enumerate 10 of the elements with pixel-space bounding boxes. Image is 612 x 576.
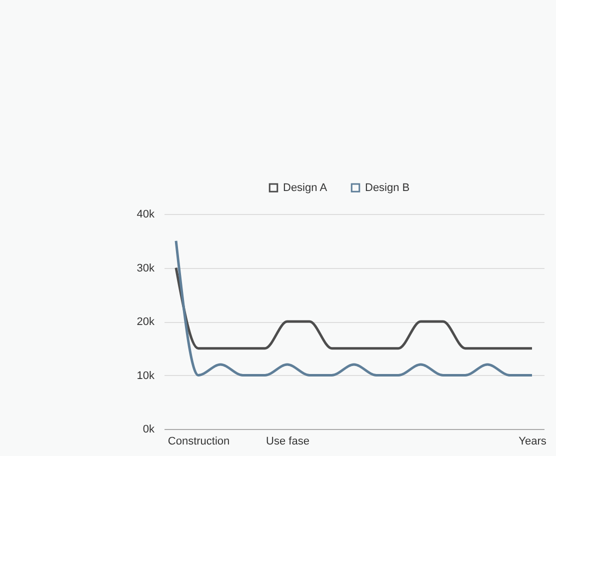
y-tick-label: 40k (136, 208, 155, 220)
y-tick-label: 0k (142, 424, 155, 436)
legend-label: Design B (365, 182, 410, 194)
y-tick-label: 10k (136, 370, 155, 382)
x-tick-label: Use fase (266, 436, 310, 448)
y-tick-label: 30k (136, 262, 155, 274)
x-tick-label: Years (518, 436, 547, 448)
x-tick-label: Construction (168, 436, 230, 448)
y-tick-label: 20k (136, 316, 155, 328)
legend-label: Design A (283, 182, 328, 194)
